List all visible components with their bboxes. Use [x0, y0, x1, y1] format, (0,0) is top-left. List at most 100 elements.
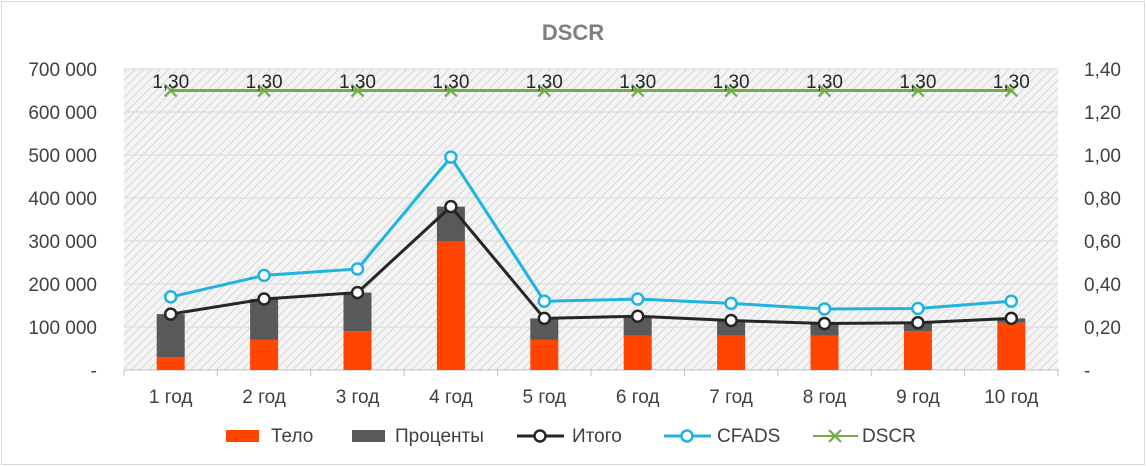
x-tick-label: 2 год: [242, 387, 286, 408]
point-итого: [630, 309, 645, 323]
point-итого: [257, 292, 271, 306]
left-tick-label: 100 000: [28, 318, 97, 339]
gridlines: [124, 68, 1058, 371]
point-dscr: [817, 83, 832, 98]
point-итого: [163, 307, 178, 321]
point-cfads: [911, 301, 925, 316]
point-cfads: [350, 262, 365, 276]
left-tick-label: 500 000: [28, 146, 97, 167]
data-labels: 1,30 1,30 1,30 1,30 1,30 1,30 1,30 1,30 1,30 1,30: [152, 72, 1030, 93]
right-tick-label: 0,80: [1084, 189, 1121, 210]
left-tick-label: 200 000: [28, 275, 97, 296]
line-итого: [170, 204, 1012, 326]
bar-telo: [810, 335, 839, 370]
right-tick-label: 0,60: [1084, 232, 1121, 253]
left-tick-label: 600 000: [28, 103, 97, 124]
point-dscr: [257, 83, 271, 98]
right-tick-label: 0,40: [1084, 275, 1121, 296]
point-итого: [537, 311, 552, 326]
x-tick-label: 5 год: [522, 387, 566, 408]
left-tick-label: 400 000: [28, 189, 97, 210]
legend-label-cfads: CFADS: [717, 426, 780, 447]
legend-marker-dscr: [828, 429, 842, 443]
point-cfads: [163, 290, 178, 304]
dscr-data-label: 1,30: [432, 72, 469, 93]
legend-marker-itogo: [533, 429, 547, 443]
x-tick-label: 9 год: [896, 387, 940, 408]
x-tick-label: 4 год: [429, 387, 473, 408]
point-cfads: [1004, 294, 1019, 308]
right-tick-label: 0,20: [1084, 318, 1121, 339]
left-tick-label: 300 000: [28, 232, 97, 253]
bar-procenty: [156, 314, 185, 358]
point-итого: [444, 199, 458, 214]
bar-telo: [903, 331, 932, 370]
point-итого: [911, 315, 925, 330]
bar-telo: [997, 322, 1026, 370]
point-cfads: [537, 294, 552, 308]
legend-label-procenty: Проценты: [395, 426, 484, 447]
dscr-data-label: 1,30: [806, 72, 843, 93]
legend-marker-cfads: [680, 429, 694, 443]
point-итого: [1004, 311, 1019, 326]
dscr-data-label: 1,30: [899, 72, 936, 93]
point-dscr: [911, 83, 925, 98]
bar-procenty: [250, 299, 279, 340]
legend-swatch-procenty: [352, 430, 385, 442]
point-dscr: [1004, 83, 1019, 98]
legend-label-dscr: DSCR: [862, 426, 916, 447]
point-cfads: [444, 150, 458, 164]
right-tick-label: -: [1084, 361, 1090, 382]
point-итого: [817, 316, 832, 331]
left-tick-label: 700 000: [28, 60, 97, 81]
bar-procenty: [717, 320, 746, 336]
left-axis: - 100 000 200 000 300 000 400 000 500 000 600 …: [28, 60, 97, 382]
bar-telo: [717, 335, 746, 370]
bar-procenty: [530, 318, 559, 340]
x-tick-label: 6 год: [616, 387, 660, 408]
dscr-data-label: 1,30: [246, 72, 283, 93]
bar-telo: [530, 339, 559, 370]
line-cfads: [170, 154, 1012, 311]
point-dscr: [444, 83, 458, 98]
right-tick-label: 1,20: [1084, 103, 1121, 124]
plot-area: [124, 69, 1058, 370]
bar-telo: [623, 335, 652, 370]
bar-telo: [436, 241, 465, 370]
point-dscr: [630, 83, 645, 98]
legend-label-itogo: Итого: [572, 426, 622, 447]
x-tick-label: 1 год: [149, 387, 193, 408]
x-tick-label: 7 год: [709, 387, 753, 408]
x-tick-label: 3 год: [336, 387, 380, 408]
right-tick-label: 1,40: [1084, 60, 1121, 81]
right-axis: - 0,20 0,40 0,60 0,80 1,00 1,20 1,40: [1084, 60, 1121, 382]
point-dscr: [350, 83, 365, 98]
point-dscr: [537, 83, 552, 98]
x-tick-label: 10 год: [984, 387, 1038, 408]
dscr-data-label: 1,30: [339, 72, 376, 93]
legend-label-telo: Тело: [271, 426, 313, 447]
bars: [156, 206, 1026, 370]
point-итого: [350, 285, 365, 300]
dscr-data-label: 1,30: [713, 72, 750, 93]
legend-swatch-telo: [226, 430, 259, 442]
right-tick-label: 1,00: [1084, 146, 1121, 167]
point-dscr: [163, 83, 178, 98]
bar-telo: [250, 339, 279, 370]
legend: Тело Проценты Итого CFADS DSCR: [226, 426, 916, 447]
bar-telo: [343, 331, 372, 370]
point-итого: [724, 313, 738, 328]
lines: [163, 83, 1019, 331]
dscr-data-label: 1,30: [152, 72, 189, 93]
point-dscr: [724, 83, 738, 98]
dscr-data-label: 1,30: [526, 72, 563, 93]
chart-title: DSCR: [542, 20, 604, 45]
point-cfads: [257, 268, 271, 283]
point-cfads: [817, 302, 832, 316]
bar-telo: [156, 357, 185, 370]
x-tick-label: 8 год: [803, 387, 847, 408]
point-cfads: [724, 296, 738, 311]
bar-procenty: [623, 316, 652, 336]
x-axis: 1 год 2 год 3 год 4 год 5 год 6 год 7 год 8 год…: [123, 370, 1059, 408]
